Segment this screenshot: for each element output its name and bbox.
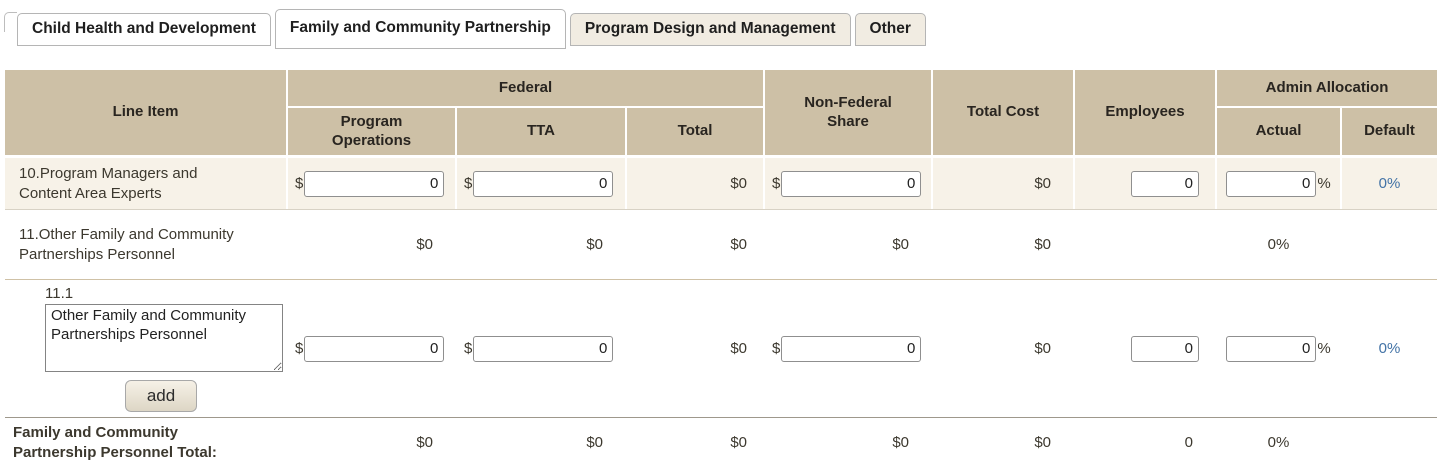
tab-bar: Child Health and Development Family and … bbox=[4, 8, 1439, 49]
row-10-total-cost: $0 bbox=[933, 158, 1073, 209]
row-11-total-cost: $0 bbox=[1034, 236, 1051, 253]
percent-sign: % bbox=[1317, 340, 1331, 357]
total-program-operations: $0 bbox=[416, 434, 433, 451]
row-10-non-federal-input[interactable] bbox=[781, 170, 922, 197]
budget-table: Line Item Federal Non-Federal Share Tota… bbox=[5, 70, 1437, 460]
row-11-non-federal: $0 bbox=[892, 236, 909, 253]
total-default-cell bbox=[1342, 418, 1437, 460]
dollar-sign: $ bbox=[295, 175, 304, 192]
table-row-11-1-editable: 11.1 Other Family and Community Partners… bbox=[5, 280, 1437, 418]
row-11-default-cell bbox=[1342, 210, 1437, 279]
row-11-1-name-textarea[interactable]: Other Family and Community Partnerships … bbox=[45, 304, 283, 372]
row-10-program-operations-cell: $ bbox=[288, 158, 455, 209]
row-10-federal-total: $0 bbox=[627, 158, 763, 209]
row-11-1-non-federal-cell: $ bbox=[765, 280, 931, 417]
row-11-1-number: 11.1 bbox=[45, 285, 74, 302]
row-11-employees-cell bbox=[1075, 210, 1215, 279]
tab-bar-left-stub bbox=[4, 12, 17, 32]
row-11-actual: 0% bbox=[1267, 236, 1290, 253]
row-11-1-item-cell: 11.1 Other Family and Community Partners… bbox=[5, 280, 286, 417]
row-11-1-program-operations-input[interactable] bbox=[304, 335, 445, 362]
row-11-label-cell: 11.Other Family and Community Partnershi… bbox=[5, 210, 286, 279]
row-10-actual-input[interactable] bbox=[1226, 170, 1317, 197]
header-tta: TTA bbox=[457, 108, 625, 155]
add-button[interactable]: add bbox=[125, 380, 197, 412]
row-10-tta-cell: $ bbox=[457, 158, 625, 209]
row-11-1-actual-cell: % bbox=[1217, 280, 1340, 417]
row-11-1-employees-cell bbox=[1075, 280, 1215, 417]
tab-program-design-and-management[interactable]: Program Design and Management bbox=[569, 13, 851, 46]
header-total: Total bbox=[627, 108, 763, 155]
header-federal-group: Federal bbox=[288, 70, 763, 106]
tab-other[interactable]: Other bbox=[854, 13, 926, 46]
row-11-1-non-federal-input[interactable] bbox=[781, 335, 922, 362]
dollar-sign: $ bbox=[772, 175, 781, 192]
total-non-federal: $0 bbox=[892, 434, 909, 451]
total-row-label: Family and Community Partnership Personn… bbox=[13, 424, 217, 460]
row-10-non-federal-cell: $ bbox=[765, 158, 931, 209]
table-row-10-program-managers: 10.Program Managers and Content Area Exp… bbox=[5, 158, 1437, 210]
table-row-11-other-personnel: 11.Other Family and Community Partnershi… bbox=[5, 210, 1437, 280]
row-11-1-default-cell: 0% bbox=[1342, 280, 1437, 417]
row-11-tta: $0 bbox=[586, 236, 603, 253]
row-11-program-operations: $0 bbox=[416, 236, 433, 253]
row-11-1-tta-cell: $ bbox=[457, 280, 625, 417]
table-row-personnel-total: Family and Community Partnership Personn… bbox=[5, 418, 1437, 460]
header-line-item: Line Item bbox=[5, 70, 286, 155]
tab-child-health-and-development[interactable]: Child Health and Development bbox=[17, 13, 271, 46]
dollar-sign: $ bbox=[464, 175, 473, 192]
total-employees: 0 bbox=[1184, 434, 1193, 451]
header-non-federal-share: Non-Federal Share bbox=[765, 70, 931, 155]
row-11-1-program-operations-cell: $ bbox=[288, 280, 455, 417]
row-10-label-cell: 10.Program Managers and Content Area Exp… bbox=[5, 158, 286, 209]
row-10-program-operations-input[interactable] bbox=[304, 170, 445, 197]
header-admin-allocation-group: Admin Allocation bbox=[1217, 70, 1437, 106]
total-actual: 0% bbox=[1267, 434, 1290, 451]
dollar-sign: $ bbox=[464, 340, 473, 357]
total-row-label-cell: Family and Community Partnership Personn… bbox=[5, 418, 286, 460]
row-11-1-federal-total: $0 bbox=[730, 340, 747, 357]
row-11-1-default-link[interactable]: 0% bbox=[1378, 340, 1401, 357]
row-10-default-cell: 0% bbox=[1342, 158, 1437, 209]
total-total-cost: $0 bbox=[1034, 434, 1051, 451]
dollar-sign: $ bbox=[295, 340, 304, 357]
dollar-sign: $ bbox=[772, 340, 781, 357]
row-10-tta-input[interactable] bbox=[473, 170, 614, 197]
tab-family-and-community-partnership[interactable]: Family and Community Partnership bbox=[274, 9, 566, 49]
total-tta: $0 bbox=[586, 434, 603, 451]
row-11-1-total-cost: $0 bbox=[1034, 340, 1051, 357]
row-10-actual-cell: % bbox=[1217, 158, 1340, 209]
percent-sign: % bbox=[1317, 175, 1331, 192]
total-federal-total: $0 bbox=[730, 434, 747, 451]
row-10-label: 10.Program Managers and Content Area Exp… bbox=[19, 165, 198, 202]
row-10-employees-input[interactable] bbox=[1131, 170, 1199, 197]
header-default: Default bbox=[1342, 108, 1437, 155]
header-program-operations: Program Operations bbox=[288, 108, 455, 155]
row-11-1-employees-input[interactable] bbox=[1131, 335, 1199, 362]
header-actual: Actual bbox=[1217, 108, 1340, 155]
header-total-cost: Total Cost bbox=[933, 70, 1073, 155]
row-11-label: 11.Other Family and Community Partnershi… bbox=[19, 226, 234, 263]
row-11-1-tta-input[interactable] bbox=[473, 335, 614, 362]
row-11-1-actual-input[interactable] bbox=[1226, 335, 1317, 362]
row-10-default-link[interactable]: 0% bbox=[1378, 175, 1401, 192]
table-header: Line Item Federal Non-Federal Share Tota… bbox=[5, 70, 1437, 155]
header-employees: Employees bbox=[1075, 70, 1215, 155]
row-10-employees-cell bbox=[1075, 158, 1215, 209]
row-11-federal-total: $0 bbox=[730, 236, 747, 253]
